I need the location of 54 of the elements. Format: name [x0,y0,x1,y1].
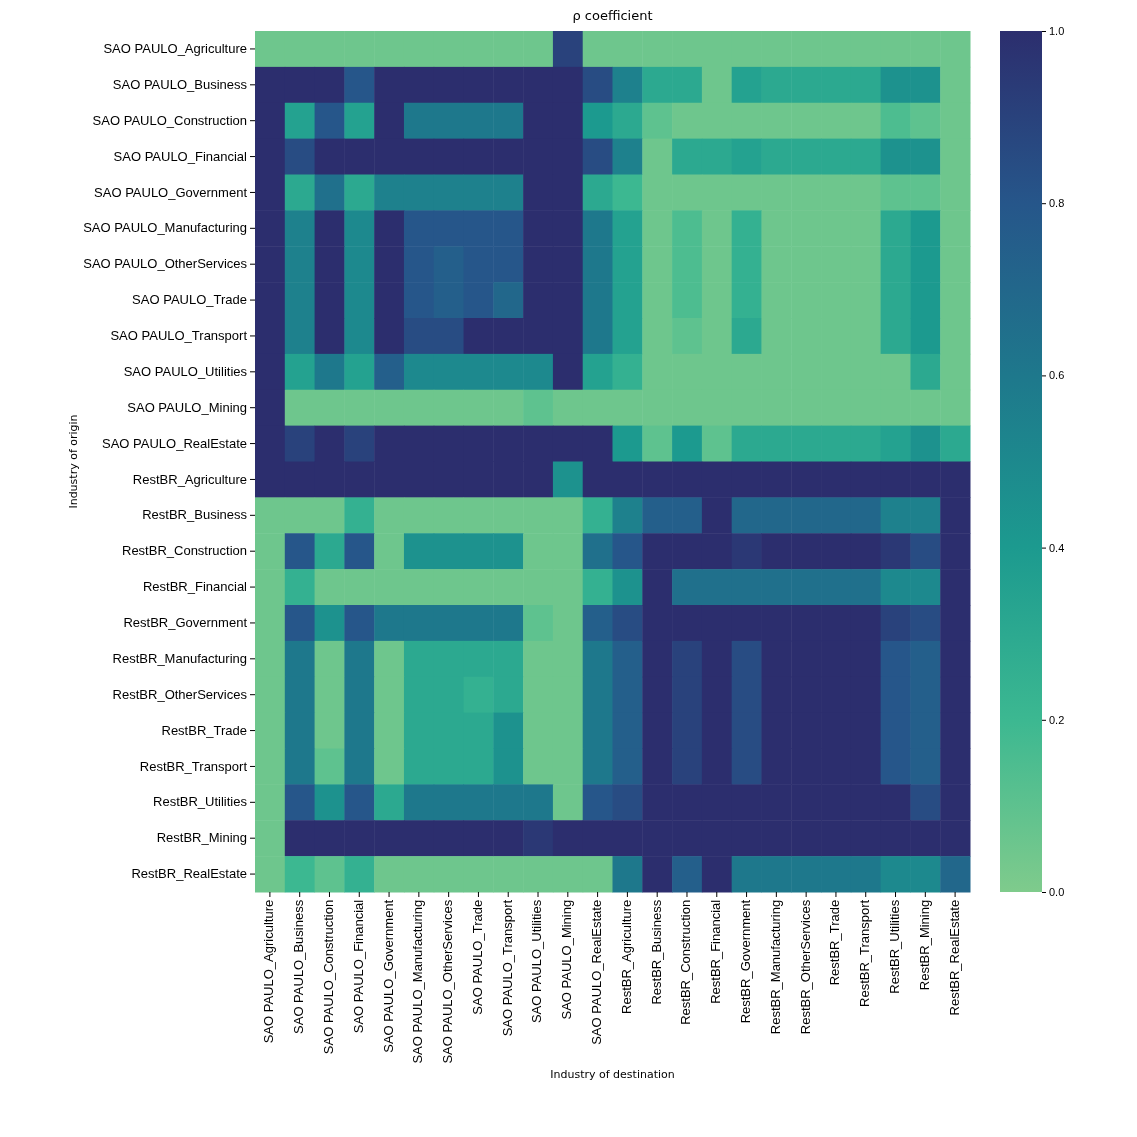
x-tick-label: RestBR_Utilities [886,899,902,994]
color-bar-label: 0.4 [1049,541,1065,554]
x-tick-label: RestBR_Financial [708,899,724,1004]
x-tick-label: SAO PAULO_Utilities [529,899,545,1024]
y-tick-label: RestBR_Trade [161,722,247,738]
x-tick-label: SAO PAULO_OtherServices [440,899,456,1064]
x-tick-label: RestBR_Business [648,899,664,1005]
x-axis-title: Industry of destination [550,1067,675,1081]
y-tick-label: SAO PAULO_Trade [132,292,247,308]
y-tick-label: RestBR_OtherServices [112,686,248,702]
y-tick-label: SAO PAULO_OtherServices [83,256,248,272]
y-tick-label: RestBR_RealEstate [131,866,247,882]
color-bar-label: 0.2 [1049,713,1065,726]
y-tick-label: RestBR_Government [123,615,248,631]
y-tick-label: SAO PAULO_Financial [113,148,248,164]
y-tick-label: SAO PAULO_Transport [110,328,248,344]
x-tick-label: SAO PAULO_Financial [350,899,366,1034]
color-bar-label: 0.0 [1049,886,1065,899]
y-tick-label: SAO PAULO_RealEstate [102,435,247,451]
x-tick-label: SAO PAULO_RealEstate [589,899,605,1045]
y-tick-label: RestBR_Manufacturing [112,650,247,666]
y-tick-label: SAO PAULO_Mining [127,399,247,415]
chart-title: ρ coefficient [572,8,653,23]
x-tick-label: SAO PAULO_Trade [469,899,485,1015]
x-tick-label: RestBR_RealEstate [946,899,962,1016]
x-tick-label: RestBR_OtherServices [797,899,813,1035]
color-bar-label: 1.0 [1049,25,1065,38]
x-tick-label: RestBR_Agriculture [618,899,634,1014]
x-tick-label: SAO PAULO_Manufacturing [410,899,426,1064]
y-tick-label: SAO PAULO_Business [112,76,248,92]
x-tick-label: RestBR_Manufacturing [767,899,783,1035]
y-tick-label: RestBR_Transport [139,758,248,774]
color-bar-label: 0.8 [1049,197,1065,210]
x-tick-label: RestBR_Government [738,899,754,1024]
x-tick-label: RestBR_Transport [857,899,873,1007]
y-tick-label: RestBR_Agriculture [132,471,247,487]
color-bar-label: 0.6 [1049,369,1065,382]
x-tick-label: SAO PAULO_Government [380,899,396,1053]
x-tick-label: SAO PAULO_Mining [559,899,575,1020]
x-tick-label: RestBR_Construction [678,899,694,1025]
x-tick-label: RestBR_Mining [916,899,932,991]
y-tick-label: RestBR_Mining [156,830,247,846]
y-tick-label: RestBR_Construction [122,543,247,559]
y-tick-label: SAO PAULO_Government [94,184,248,200]
y-tick-label: SAO PAULO_Utilities [123,363,248,379]
x-tick-label: RestBR_Trade [827,899,843,986]
y-tick-label: SAO PAULO_Agriculture [103,41,247,57]
y-axis-title: Industry of origin [67,414,81,509]
y-tick-label: RestBR_Business [142,507,248,523]
y-tick-label: RestBR_Utilities [153,794,248,810]
y-tick-label: RestBR_Financial [142,579,248,595]
y-tick-label: SAO PAULO_Construction [92,112,247,128]
x-tick-label: SAO PAULO_Transport [499,899,515,1037]
y-tick-label: SAO PAULO_Manufacturing [83,220,247,236]
